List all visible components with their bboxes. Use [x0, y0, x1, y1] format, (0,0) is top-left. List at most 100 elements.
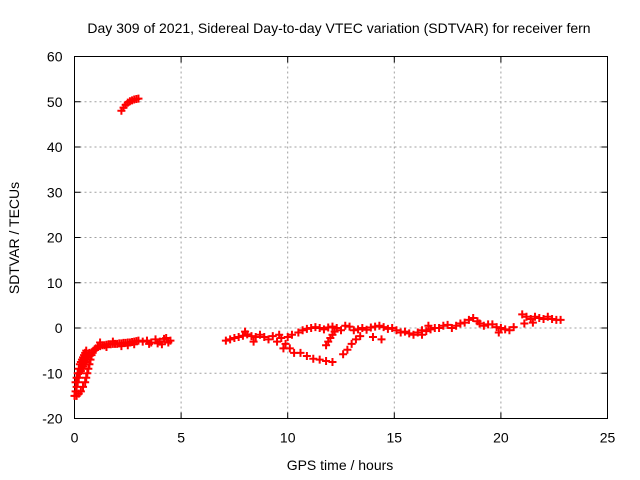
axis-ticks [74, 56, 608, 419]
data-point [328, 322, 337, 331]
data-point [413, 328, 422, 337]
data-point [362, 325, 371, 334]
x-tick-labels: 0 5 10 15 20 25 [71, 430, 616, 446]
data-point [281, 339, 290, 348]
x-tick-label: 20 [493, 430, 509, 446]
data-point [249, 337, 258, 346]
grid-lines [74, 56, 608, 419]
chart-title: Day 309 of 2021, Sidereal Day-to-day VTE… [87, 20, 590, 36]
data-point [405, 329, 414, 338]
data-point [351, 335, 360, 344]
data-point [226, 335, 235, 344]
x-tick-label: 25 [600, 430, 616, 446]
x-axis-label: GPS time / hours [287, 457, 394, 473]
data-point [424, 321, 433, 330]
data-point [343, 345, 352, 354]
data-point [71, 378, 80, 387]
data-point [151, 335, 160, 344]
data-point [255, 330, 264, 339]
data-point [328, 357, 337, 366]
data-point [356, 332, 365, 341]
data-point [464, 315, 473, 324]
data-point [302, 352, 311, 361]
data-point [294, 328, 303, 337]
data-point [296, 348, 305, 357]
data-point [241, 327, 250, 336]
data-point [81, 378, 90, 387]
y-tick-label: 20 [47, 230, 63, 246]
data-point [494, 328, 503, 337]
data-point [447, 324, 456, 332]
data-point [479, 321, 488, 330]
data-point [73, 369, 82, 378]
data-point [315, 355, 324, 364]
data-point [102, 343, 111, 352]
x-tick-label: 10 [280, 430, 296, 446]
data-point [337, 326, 345, 335]
data-point [145, 339, 154, 348]
data-point [518, 310, 527, 319]
data-point [375, 321, 384, 330]
data-point [469, 314, 478, 323]
data-point [345, 322, 354, 331]
data-point [82, 373, 91, 382]
data-point [339, 350, 348, 359]
data-point [162, 333, 171, 342]
data-point [234, 333, 243, 342]
data-point [72, 373, 81, 382]
data-point [251, 333, 260, 342]
x-tick-label: 15 [387, 430, 403, 446]
data-point [82, 346, 91, 355]
data-point [377, 335, 386, 344]
data-point [496, 324, 505, 332]
data-point [108, 337, 117, 346]
data-point [83, 369, 92, 378]
y-tick-label: 60 [47, 49, 63, 65]
data-point [543, 312, 552, 321]
data-point [460, 318, 469, 327]
y-tick-label: 40 [47, 139, 63, 155]
data-point [298, 326, 307, 335]
data-point [315, 324, 324, 332]
data-point [347, 339, 356, 348]
data-point [166, 336, 175, 345]
data-point [418, 330, 427, 339]
data-point [157, 340, 166, 349]
data-point [264, 335, 273, 344]
data-point [260, 333, 269, 342]
data-point [509, 323, 518, 332]
data-point [505, 326, 514, 335]
data-point [354, 325, 363, 334]
y-tick-labels: -20 -10 0 10 20 30 40 50 60 [42, 49, 62, 427]
data-point [79, 382, 88, 391]
data-point [238, 331, 247, 340]
y-tick-label: 50 [47, 94, 63, 110]
data-point [358, 324, 367, 332]
data-point [85, 360, 94, 369]
data-point [130, 340, 139, 349]
data-point [520, 319, 529, 328]
y-axis-label: SDTVAR / TECUs [6, 182, 22, 294]
data-point [452, 321, 461, 330]
data-point [539, 314, 548, 323]
data-point [475, 319, 484, 328]
data-point [96, 338, 105, 347]
data-point [221, 336, 230, 345]
data-point [74, 364, 83, 373]
series-sdtvar [70, 94, 565, 400]
data-point [392, 326, 401, 335]
data-point [287, 330, 296, 339]
data-point [319, 325, 328, 334]
data-point [86, 355, 95, 364]
x-tick-label: 0 [71, 430, 79, 446]
data-point [522, 312, 531, 321]
data-point [279, 344, 288, 353]
data-point [409, 330, 418, 339]
data-point [488, 320, 497, 329]
data-point [388, 324, 397, 332]
y-tick-label: -10 [42, 365, 62, 381]
data-point [268, 332, 277, 341]
data-points [70, 94, 565, 400]
y-tick-label: 0 [55, 320, 63, 336]
